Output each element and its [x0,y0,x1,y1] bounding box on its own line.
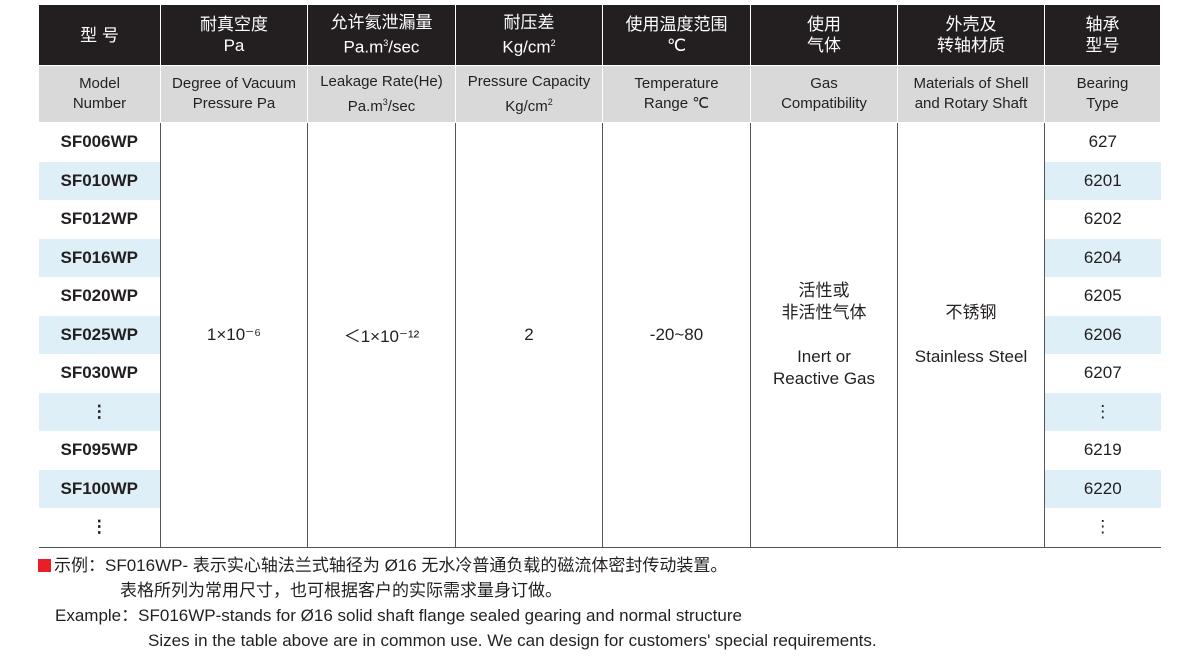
header-cn-6: 外壳及 转轴材质 [897,5,1045,66]
model-cell: SF006WP [38,122,161,162]
header-en-1: Degree of Vacuum Pressure Pa [160,65,308,123]
header-cn-4: 使用温度范围 ℃ [602,5,751,66]
note-cn-2: 表格所列为常用尺寸，也可根据客户的实际需求量身订做。 [120,581,562,600]
table-row: ⋮ ⋮ [38,508,1161,548]
bearing-cell: 6205 [1044,277,1161,316]
table-row: SF095WP 6219 [38,431,1161,470]
note-en-2: Sizes in the table above are in common u… [148,631,877,650]
model-cell: SF012WP [38,200,161,239]
bearing-cell: 6220 [1044,469,1161,508]
bearing-cell: 627 [1044,122,1161,162]
note-en-1: Example：SF016WP-stands for Ø16 solid sha… [55,606,742,625]
table-row: SF020WP 6205 [38,277,1161,316]
table-row: SF100WP 6220 [38,469,1161,508]
bearing-cell: 6201 [1044,161,1161,200]
material-cn: 不锈钢 [945,302,997,322]
pressure-cell: 2 [455,122,603,548]
table-row: SF010WP 6201 [38,161,1161,200]
header-en-5: Gas Compatibility [750,65,898,123]
header-en-3: Pressure Capacity Kg/cm2 [455,65,603,123]
bearing-cell: 6204 [1044,238,1161,277]
material-en: Stainless Steel [914,346,1028,366]
leakage-cell: ＜1×10⁻¹² [307,122,456,548]
header-cn-7: 轴承 型号 [1044,5,1161,66]
gas-cell: 活性或 非活性气体 Inert or Reactive Gas [750,122,898,548]
model-cell: SF025WP [38,315,161,354]
header-cn-1: 耐真空度 Pa [160,5,308,66]
bearing-cell: 6202 [1044,200,1161,239]
header-cn-3: 耐压差 Kg/cm2 [455,5,603,66]
header-en-7: Bearing Type [1044,65,1161,123]
vacuum-value: 1×10⁻⁶ [206,324,262,344]
material-cell: 不锈钢 Stainless Steel [897,122,1045,548]
model-cell: SF016WP [38,238,161,277]
table-row: ⋮ ⋮ [38,392,1161,431]
header-cn-2: 允许氦泄漏量 Pa.m3/sec [307,5,456,66]
model-cell: SF030WP [38,354,161,393]
table-row: SF012WP 6202 [38,200,1161,239]
vacuum-cell: 1×10⁻⁶ [160,122,308,548]
table-row: SF006WP 1×10⁻⁶ ＜1×10⁻¹² 2 -20~80 活性或 非活性气体 Ine… [38,122,1161,548]
bearing-cell: 6207 [1044,354,1161,393]
model-cell: ⋮ [38,392,161,431]
bearing-cell: ⋮ [1044,392,1161,431]
header-cn-0: 型 号 [38,5,161,66]
model-cell: SF020WP [38,277,161,316]
header-en-2: Leakage Rate(He) Pa.m3/sec [307,65,456,123]
bearing-cell: ⋮ [1044,508,1161,548]
header-en-6: Materials of Shell and Rotary Shaft [897,65,1045,123]
header-en-4: Temperature Range ℃ [602,65,751,123]
leakage-value: ＜1×10⁻¹² [343,327,420,347]
bearing-cell: 6206 [1044,315,1161,354]
red-square-marker [38,559,51,572]
header-en-0: Model Number [38,65,161,123]
table-row: SF016WP 6204 [38,238,1161,277]
model-cell: SF095WP [38,431,161,470]
gas-cn: 活性或 非活性气体 [781,280,867,322]
model-cell: SF010WP [38,161,161,200]
gas-en: Inert or Reactive Gas [772,346,876,388]
header-cn-5: 使用 气体 [750,5,898,66]
model-cell: ⋮ [38,508,161,548]
model-cell: SF100WP [38,469,161,508]
table-row: SF030WP 6207 [38,354,1161,393]
note-cn-1: 示例：SF016WP- 表示实心轴法兰式轴径为 Ø16 无水冷普通负载的磁流体密… [54,556,728,575]
table-row: SF025WP 6206 [38,315,1161,354]
spec-table: 型 号耐真空度 Pa 允许氦泄漏量 Pa.m3/sec 耐压差 Kg/cm2 使用温度范围 ℃… [38,5,1161,548]
bearing-cell: 6219 [1044,431,1161,470]
temperature-cell: -20~80 [602,122,751,548]
notes: 示例：SF016WP- 表示实心轴法兰式轴径为 Ø16 无水冷普通负载的磁流体密… [38,553,877,653]
